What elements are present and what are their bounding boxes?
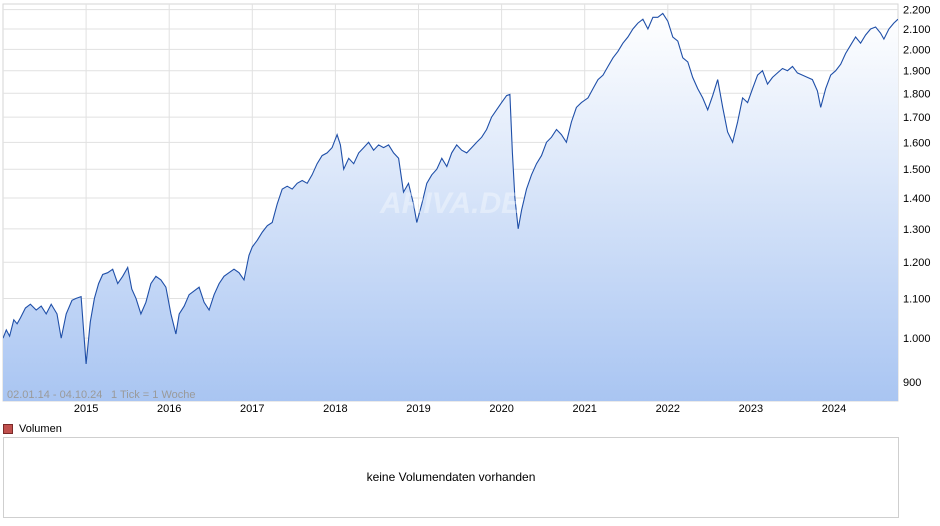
y-tick-label: 1.500	[903, 164, 931, 176]
x-tick-label: 2022	[656, 403, 680, 415]
x-axis: 2015 2016 2017 2018 2019 2020 2021 2022 2023 2024	[74, 403, 846, 415]
x-tick-label: 2020	[489, 403, 513, 415]
date-range-label: 02.01.14 - 04.10.24	[7, 389, 102, 401]
y-tick-label: 900	[903, 377, 921, 389]
y-axis: 900 1.000 1.100 1.200 1.300 1.400 1.500 1.600 1.…	[903, 5, 931, 389]
volume-legend: Volumen	[3, 422, 62, 436]
x-tick-label: 2021	[572, 403, 596, 415]
watermark-logo: ARIVA.DE	[379, 187, 522, 220]
tick-info-label: 1 Tick = 1 Woche	[111, 389, 195, 401]
x-tick-label: 2019	[406, 403, 430, 415]
y-tick-label: 2.100	[903, 24, 931, 36]
no-volume-message: keine Volumendaten vorhanden	[366, 470, 536, 484]
volume-panel: keine Volumendaten vorhanden	[3, 437, 899, 518]
price-area	[3, 13, 898, 401]
y-tick-label: 1.800	[903, 88, 931, 100]
y-tick-label: 1.000	[903, 333, 931, 345]
price-chart: ARIVA.DE 900 1.000 1.100 1.200 1.300 1.400 1.5…	[2, 3, 931, 415]
price-chart-panel: ARIVA.DE 900 1.000 1.100 1.200 1.300 1.400 1.5…	[2, 3, 931, 415]
x-tick-label: 2017	[240, 403, 264, 415]
x-tick-label: 2023	[739, 403, 763, 415]
x-tick-label: 2016	[157, 403, 181, 415]
y-tick-label: 2.200	[903, 5, 931, 17]
y-tick-label: 1.900	[903, 66, 931, 78]
y-tick-label: 1.700	[903, 112, 931, 124]
y-tick-label: 1.400	[903, 193, 931, 205]
volume-color-swatch	[3, 424, 13, 434]
y-tick-label: 1.300	[903, 224, 931, 236]
x-tick-label: 2024	[822, 403, 846, 415]
price-line	[3, 12, 898, 364]
volume-legend-label: Volumen	[19, 423, 62, 435]
y-tick-label: 1.200	[903, 257, 931, 269]
y-tick-label: 1.100	[903, 293, 931, 305]
x-tick-label: 2018	[323, 403, 347, 415]
y-tick-label: 1.600	[903, 137, 931, 149]
y-tick-label: 2.000	[903, 44, 931, 56]
x-tick-label: 2015	[74, 403, 98, 415]
